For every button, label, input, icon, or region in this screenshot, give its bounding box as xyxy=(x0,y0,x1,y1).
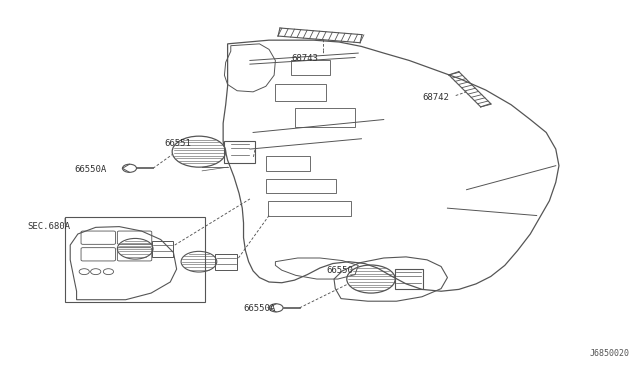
Bar xyxy=(291,61,330,75)
Bar xyxy=(266,179,336,193)
Text: 68743: 68743 xyxy=(291,54,318,63)
Text: 66550A: 66550A xyxy=(75,165,107,174)
Bar xyxy=(275,84,326,101)
Bar xyxy=(65,217,205,302)
Bar xyxy=(268,201,351,215)
Text: 66550A: 66550A xyxy=(244,304,276,313)
Text: 66550: 66550 xyxy=(326,266,353,275)
Bar xyxy=(266,157,310,171)
Text: 68742: 68742 xyxy=(422,93,449,102)
Text: J6850020: J6850020 xyxy=(589,349,629,358)
Text: SEC.680A: SEC.680A xyxy=(27,222,70,231)
Text: 66551: 66551 xyxy=(164,139,191,148)
Bar xyxy=(294,109,355,127)
